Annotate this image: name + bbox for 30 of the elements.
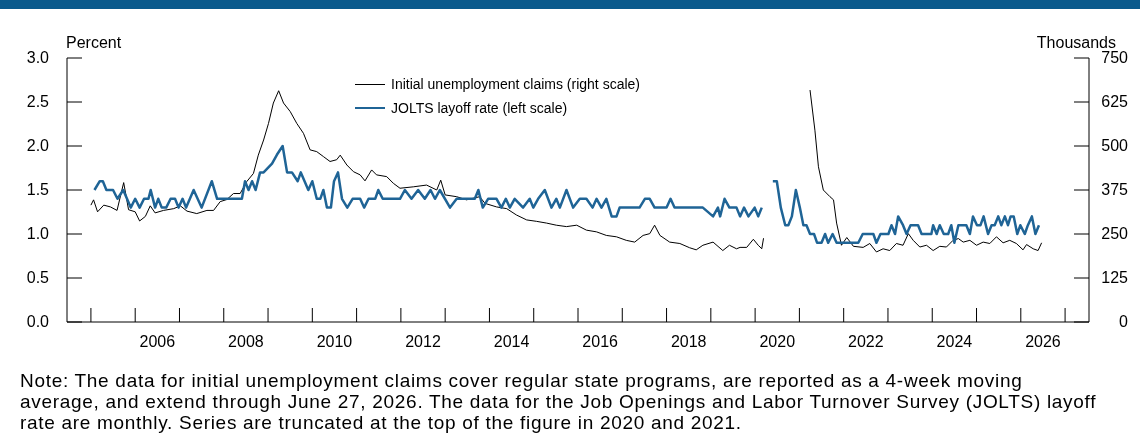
y2-tick-label: 750 xyxy=(1101,49,1129,66)
x-tick-label: 2010 xyxy=(316,333,353,350)
y-tick-label: 0.0 xyxy=(26,313,50,330)
x-tick-label: 2026 xyxy=(1025,333,1061,350)
y2-tick-label: 625 xyxy=(1101,93,1129,110)
y2-tick-label: 375 xyxy=(1101,181,1129,198)
x-tick-label: 2014 xyxy=(493,333,530,350)
x-tick-label: 2018 xyxy=(670,333,707,350)
y2-tick-label: 500 xyxy=(1101,137,1129,154)
y-tick-label: 1.0 xyxy=(26,225,50,242)
x-tick-label: 2008 xyxy=(228,333,264,350)
y2-axis-title: Thousands xyxy=(1036,34,1116,51)
x-tick-label: 2012 xyxy=(405,333,441,350)
x-tick-label: 2022 xyxy=(848,333,884,350)
y2-tick-label: 0 xyxy=(1119,313,1129,330)
y-tick-label: 0.5 xyxy=(26,269,50,286)
legend-label: JOLTS layoff rate (left scale) xyxy=(391,99,568,118)
text: Note: The data for initial unemployment claims cover regular state programs, are reported as a 4-week moving average, and extend through June 27, 2026. The data for the Job Openings and Labor Turnover Survey (JOLTS) layoff rate are monthly. Series are truncated at the top of the figure in 2020 and 2021. xyxy=(20,370,1098,433)
legend-label: Initial unemployment claims (right scale) xyxy=(391,75,640,94)
y2-tick-label: 125 xyxy=(1101,269,1129,286)
y-tick-label: 2.5 xyxy=(26,93,50,110)
y-tick-label: 3.0 xyxy=(26,49,50,66)
y-tick-label: 1.5 xyxy=(26,181,50,198)
y2-tick-label: 250 xyxy=(1101,225,1129,242)
x-tick-label: 2016 xyxy=(582,333,619,350)
x-tick-label: 2020 xyxy=(759,333,796,350)
x-tick-label: 2024 xyxy=(936,333,973,350)
y-axis-title: Percent xyxy=(66,34,122,52)
x-tick-label: 2006 xyxy=(139,333,176,350)
y-tick-label: 2.0 xyxy=(26,137,50,154)
